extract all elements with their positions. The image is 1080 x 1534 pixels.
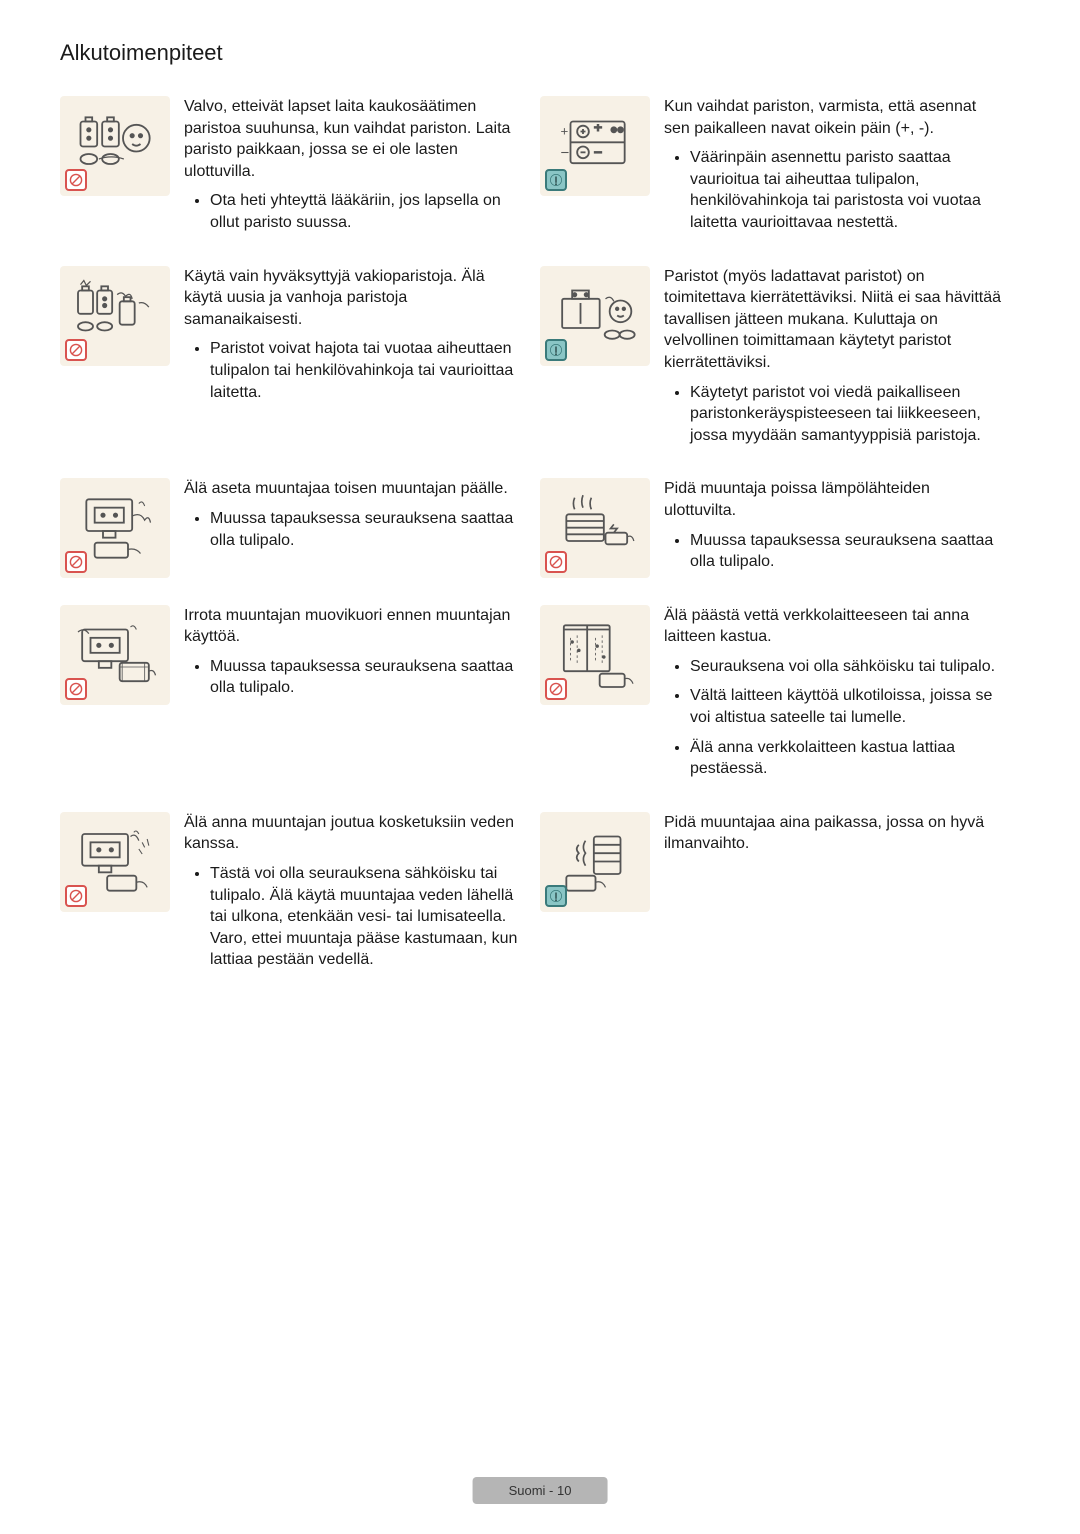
warning-bullet-list: Muussa tapauksessa seurauksena saattaa o… [184,508,522,551]
prohibit-icon [65,678,87,700]
prohibit-icon [65,339,87,361]
warning-bullet-list: Muussa tapauksessa seurauksena saattaa o… [664,530,1002,573]
prohibit-icon [65,551,87,573]
warning-lead-text: Valvo, etteivät lapset laita kaukosäätim… [184,96,522,182]
warning-illustration [60,812,170,912]
warning-bullet: Tästä voi olla seurauksena sähköisku tai… [210,863,522,971]
warning-lead-text: Älä anna muuntajan joutua kosketuksiin v… [184,812,522,855]
warning-illustration [540,812,650,912]
warning-bullet: Vältä laitteen käyttöä ulkotiloissa, joi… [690,685,1002,728]
warning-bullet: Muussa tapauksessa seurauksena saattaa o… [210,656,522,699]
svg-text:−: − [560,144,569,161]
prohibit-icon [545,678,567,700]
warning-row: Irrota muuntajan muovikuori ennen muunta… [60,605,1020,788]
info-icon [545,169,567,191]
warning-bullet: Muussa tapauksessa seurauksena saattaa o… [690,530,1002,573]
info-icon [545,339,567,361]
warning-illustration [540,605,650,705]
warning-illustration [60,605,170,705]
warning-bullet-list: Ota heti yhteyttä lääkäriin, jos lapsell… [184,190,522,233]
warning-illustration: +− [540,96,650,196]
warning-bullet: Ota heti yhteyttä lääkäriin, jos lapsell… [210,190,522,233]
warning-row: Käytä vain hyväksyttyjä vakioparistoja. … [60,266,1020,455]
footer-page-number: Suomi - 10 [473,1477,608,1504]
prohibit-icon [65,169,87,191]
warning-illustration [540,266,650,366]
prohibit-icon [65,885,87,907]
warning-bullet-list: Tästä voi olla seurauksena sähköisku tai… [184,863,522,971]
warning-lead-text: Älä päästä vettä verkkolaitteeseen tai a… [664,605,1002,648]
warning-row: Valvo, etteivät lapset laita kaukosäätim… [60,96,1020,242]
warning-bullet: Väärinpäin asennettu paristo saattaa vau… [690,147,1002,233]
info-icon [545,885,567,907]
page-title: Alkutoimenpiteet [60,40,1020,66]
prohibit-icon [545,551,567,573]
warning-lead-text: Käytä vain hyväksyttyjä vakioparistoja. … [184,266,522,331]
warning-bullet: Käytetyt paristot voi viedä paikalliseen… [690,382,1002,447]
warning-illustration [60,266,170,366]
warning-bullet: Muussa tapauksessa seurauksena saattaa o… [210,508,522,551]
warning-bullet: Seurauksena voi olla sähköisku tai tulip… [690,656,1002,678]
warning-lead-text: Irrota muuntajan muovikuori ennen muunta… [184,605,522,648]
warning-lead-text: Pidä muuntaja poissa lämpölähteiden ulot… [664,478,1002,521]
warning-bullet-list: Väärinpäin asennettu paristo saattaa vau… [664,147,1002,233]
warning-illustration [540,478,650,578]
warning-bullet-list: Paristot voivat hajota tai vuotaa aiheut… [184,338,522,403]
warning-bullet-list: Muussa tapauksessa seurauksena saattaa o… [184,656,522,699]
svg-text:+: + [560,123,568,138]
warning-bullet-list: Seurauksena voi olla sähköisku tai tulip… [664,656,1002,780]
warning-row: Älä anna muuntajan joutua kosketuksiin v… [60,812,1020,979]
warning-bullet-list: Käytetyt paristot voi viedä paikalliseen… [664,382,1002,447]
warning-bullet: Paristot voivat hajota tai vuotaa aiheut… [210,338,522,403]
warning-illustration [60,478,170,578]
warning-row: Älä aseta muuntajaa toisen muuntajan pää… [60,478,1020,580]
warning-lead-text: Paristot (myös ladattavat paristot) on t… [664,266,1002,374]
warning-lead-text: Älä aseta muuntajaa toisen muuntajan pää… [184,478,522,500]
warning-lead-text: Kun vaihdat pariston, varmista, että ase… [664,96,1002,139]
warning-bullet: Älä anna verkkolaitteen kastua lattiaa p… [690,737,1002,780]
warning-lead-text: Pidä muuntajaa aina paikassa, jossa on h… [664,812,1002,855]
warning-illustration [60,96,170,196]
